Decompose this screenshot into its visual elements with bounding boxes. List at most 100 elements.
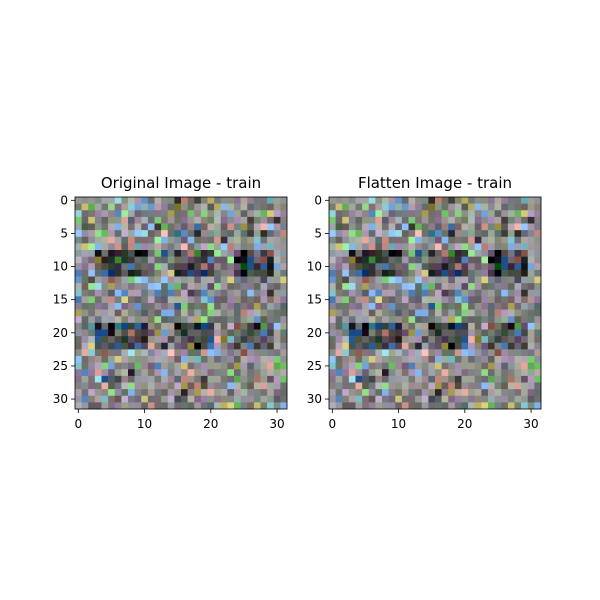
image-pixel [200, 269, 208, 277]
image-pixel [395, 402, 403, 410]
image-pixel [375, 382, 383, 390]
image-pixel [134, 230, 142, 238]
image-pixel [194, 210, 202, 218]
image-pixel [521, 296, 529, 304]
image-pixel [214, 243, 222, 251]
image-pixel [348, 309, 356, 317]
image-pixel [88, 223, 96, 231]
image-pixel [147, 223, 155, 231]
x-tick-label: 10 [391, 417, 406, 431]
image-pixel [494, 236, 502, 244]
image-pixel [187, 276, 195, 284]
image-pixel [94, 395, 102, 403]
image-pixel [234, 276, 241, 284]
image-pixel [167, 362, 175, 370]
image-pixel [527, 336, 535, 344]
image-pixel [200, 402, 208, 410]
image-pixel [435, 283, 442, 291]
image-pixel [335, 203, 343, 211]
image-pixel [342, 210, 350, 218]
image-pixel [101, 356, 109, 363]
image-pixel [534, 296, 542, 304]
image-pixel [108, 269, 116, 277]
x-ticks-original: 0 10 20 30 [74, 409, 285, 431]
image-pixel [348, 223, 356, 231]
image-pixel [94, 216, 102, 224]
image-pixel [273, 256, 281, 264]
image-pixel [253, 382, 261, 390]
image-pixel [147, 269, 155, 277]
image-pixel [94, 223, 102, 231]
image-pixel [428, 223, 436, 231]
image-pixel [375, 289, 383, 297]
image-pixel [382, 283, 389, 291]
image-pixel [355, 276, 363, 284]
image-pixel [348, 389, 356, 397]
image-pixel [167, 329, 175, 337]
image-pixel [329, 296, 336, 304]
image-pixel [128, 276, 135, 284]
image-pixel [161, 230, 169, 238]
image-pixel [227, 375, 235, 383]
image-pixel [388, 283, 396, 291]
image-pixel [382, 342, 389, 350]
image-pixel [240, 269, 248, 277]
image-pixel [141, 203, 149, 211]
image-pixel [227, 289, 235, 297]
image-pixel [441, 382, 449, 390]
image-pixel [227, 303, 235, 310]
image-pixel [207, 263, 215, 271]
image-pixel [94, 203, 102, 211]
image-pixel [454, 263, 462, 271]
image-pixel [147, 230, 155, 238]
image-pixel [494, 362, 502, 370]
image-pixel [174, 250, 182, 257]
image-pixel [94, 329, 102, 337]
image-pixel [375, 210, 383, 218]
image-pixel [207, 309, 215, 317]
image-pixel [488, 276, 495, 284]
image-pixel [234, 382, 241, 390]
image-pixel [468, 309, 476, 317]
image-pixel [461, 269, 469, 277]
image-pixel [101, 263, 109, 271]
image-pixel [514, 289, 522, 297]
image-pixel [494, 402, 502, 410]
image-pixel [94, 269, 102, 277]
image-pixel [329, 303, 336, 310]
image-pixel [514, 375, 522, 383]
image-pixel [401, 362, 409, 370]
x-tick-label: 30 [523, 417, 538, 431]
image-pixel [348, 276, 356, 284]
image-pixel [200, 342, 208, 350]
image-pixel [187, 230, 195, 238]
image-pixel [342, 256, 350, 264]
image-pixel [355, 316, 363, 324]
image-pixel [421, 216, 429, 224]
image-pixel [174, 395, 182, 403]
image-pixel [329, 336, 336, 344]
image-pixel [408, 316, 416, 324]
image-pixel [114, 342, 122, 350]
image-pixel [435, 375, 442, 383]
image-pixel [181, 395, 188, 403]
image-pixel [247, 336, 255, 344]
image-pixel [280, 316, 288, 324]
image-pixel [147, 243, 155, 251]
image-pixel [488, 309, 495, 317]
image-pixel [468, 283, 476, 291]
image-pixel [395, 203, 403, 211]
image-pixel [174, 342, 182, 350]
image-pixel [200, 395, 208, 403]
image-pixel [267, 236, 275, 244]
image-pixel [207, 296, 215, 304]
image-pixel [161, 389, 169, 397]
image-pixel [375, 309, 383, 317]
image-pixel [200, 316, 208, 324]
image-pixel [280, 230, 288, 238]
image-pixel [187, 243, 195, 251]
image-pixel [428, 389, 436, 397]
image-pixel [81, 296, 89, 304]
image-pixel [421, 250, 429, 257]
image-pixel [501, 342, 509, 350]
